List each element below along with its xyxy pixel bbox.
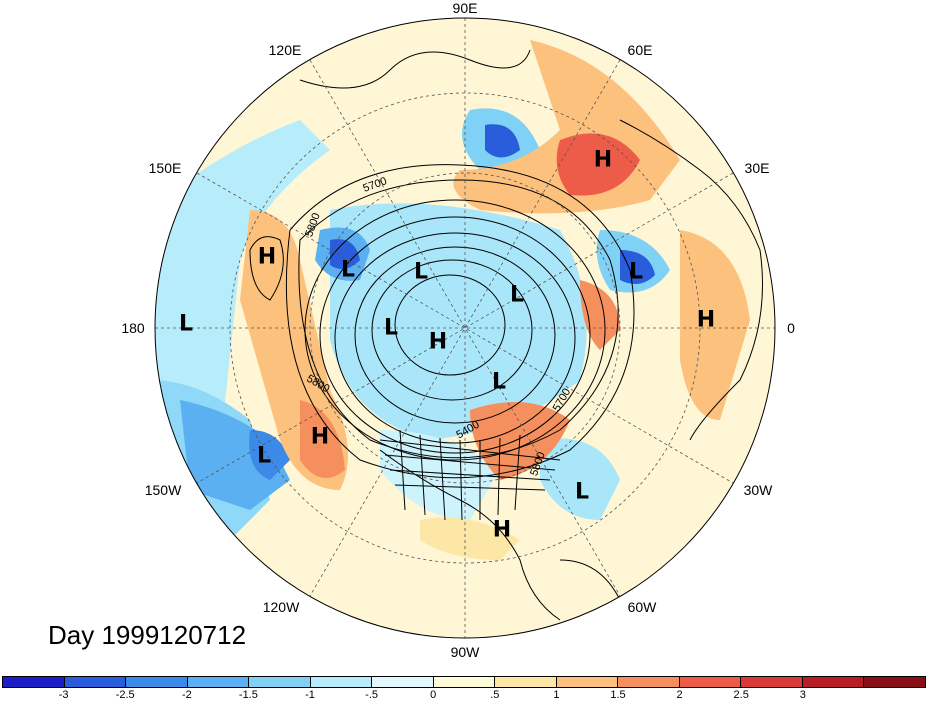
high-pressure-marker: H — [310, 424, 330, 450]
coastline — [619, 119, 763, 441]
colorbar-swatch — [433, 677, 496, 687]
coastline — [379, 449, 561, 621]
high-pressure-marker: H — [257, 244, 277, 270]
colorbar-tick-label: 1.5 — [610, 689, 626, 701]
positive-anomaly-region — [420, 517, 520, 560]
contour-line — [354, 246, 556, 424]
height-contours — [285, 164, 635, 521]
colorbar-tick-label: -2 — [181, 689, 192, 701]
longitude-label-60e: 60E — [627, 42, 653, 58]
colorbar-swatch — [556, 677, 619, 687]
meridian-line — [196, 172, 734, 484]
polar-stereographic-map — [154, 17, 776, 639]
colorbar-swatch — [372, 677, 434, 687]
colorbar-swatch — [64, 677, 127, 687]
colorbar-tick-label: -1.5 — [238, 689, 258, 701]
high-pressure-marker: H — [696, 307, 716, 333]
positive-anomaly-region — [680, 230, 750, 420]
high-pressure-marker: H — [492, 517, 512, 543]
longitude-label-150w: 150W — [144, 482, 182, 498]
colorbar-swatch — [679, 677, 742, 687]
contour-line — [371, 259, 533, 401]
colorbar-swatch — [495, 677, 557, 687]
longitude-label-180: 180 — [121, 320, 145, 336]
positive-anomaly-region — [300, 400, 345, 478]
low-pressure-marker: L — [256, 443, 272, 469]
colorbar-tick-label: 0 — [430, 689, 437, 701]
coastline — [299, 49, 531, 89]
colorbar-swatch — [310, 677, 373, 687]
colorbar-tick-label: 3 — [799, 689, 806, 701]
colorbar — [2, 676, 926, 688]
contour-line — [319, 216, 591, 454]
colorbar-tick-label: .5 — [490, 689, 500, 701]
contour-line — [379, 439, 561, 491]
colorbar-tick-label: 2.5 — [733, 689, 749, 701]
contour-line — [394, 274, 506, 376]
colorbar-swatch — [864, 677, 925, 687]
longitude-label-120w: 120W — [262, 599, 300, 615]
negative-anomaly-region — [620, 250, 655, 284]
meridian-line — [309, 59, 621, 597]
colorbar-swatch — [249, 677, 311, 687]
contour-line — [334, 232, 576, 444]
negative-anomaly-region — [540, 438, 620, 520]
longitude-label-90w: 90W — [450, 644, 480, 660]
meridian-line — [196, 172, 734, 484]
date-label: Day 1999120712 — [48, 620, 247, 650]
meridian-line — [309, 59, 621, 597]
longitude-label-150e: 150E — [148, 160, 182, 176]
colorbar-tick-label: 2 — [676, 689, 683, 701]
low-pressure-marker: L — [383, 315, 399, 341]
colorbar-tick-label: 1 — [553, 689, 560, 701]
contour-line — [298, 179, 619, 459]
coastline — [249, 236, 284, 301]
negative-anomaly-region — [180, 400, 290, 510]
longitude-label-60w: 60W — [627, 599, 657, 615]
longitude-label-90e: 90E — [452, 0, 478, 16]
high-pressure-marker: H — [593, 147, 613, 173]
colorbar-tick-label: -2.5 — [115, 689, 135, 701]
colorbar-tick-label: -1 — [305, 689, 315, 701]
colorbar-tick-label: -3 — [58, 689, 69, 701]
negative-anomaly-region — [330, 239, 360, 269]
positive-anomaly-region — [556, 133, 640, 196]
low-pressure-marker: L — [178, 311, 194, 337]
low-pressure-marker: L — [628, 259, 644, 285]
longitude-label-120e: 120E — [268, 42, 302, 58]
low-pressure-marker: L — [491, 369, 507, 395]
longitude-label-30w: 30W — [743, 482, 773, 498]
colorbar-swatch — [187, 677, 250, 687]
colorbar-swatch — [618, 677, 680, 687]
low-pressure-marker: L — [340, 257, 356, 283]
colorbar-swatch — [126, 677, 188, 687]
low-pressure-marker: L — [413, 259, 429, 285]
longitude-label-0: 0 — [787, 320, 795, 336]
graticule — [155, 18, 775, 638]
colorbar-swatch — [3, 677, 65, 687]
colorbar-swatch — [802, 677, 865, 687]
high-pressure-marker: H — [428, 329, 448, 355]
negative-anomaly-region — [485, 124, 520, 158]
contour-line — [304, 199, 606, 461]
negative-anomaly-region — [330, 203, 587, 440]
colorbar-swatch — [741, 677, 803, 687]
map-border — [154, 17, 776, 639]
low-pressure-marker: L — [509, 282, 525, 308]
longitude-label-30e: 30E — [744, 160, 770, 176]
low-pressure-marker: L — [574, 479, 590, 505]
colorbar-tick-label: -.5 — [365, 689, 379, 701]
contour-line — [285, 164, 635, 479]
